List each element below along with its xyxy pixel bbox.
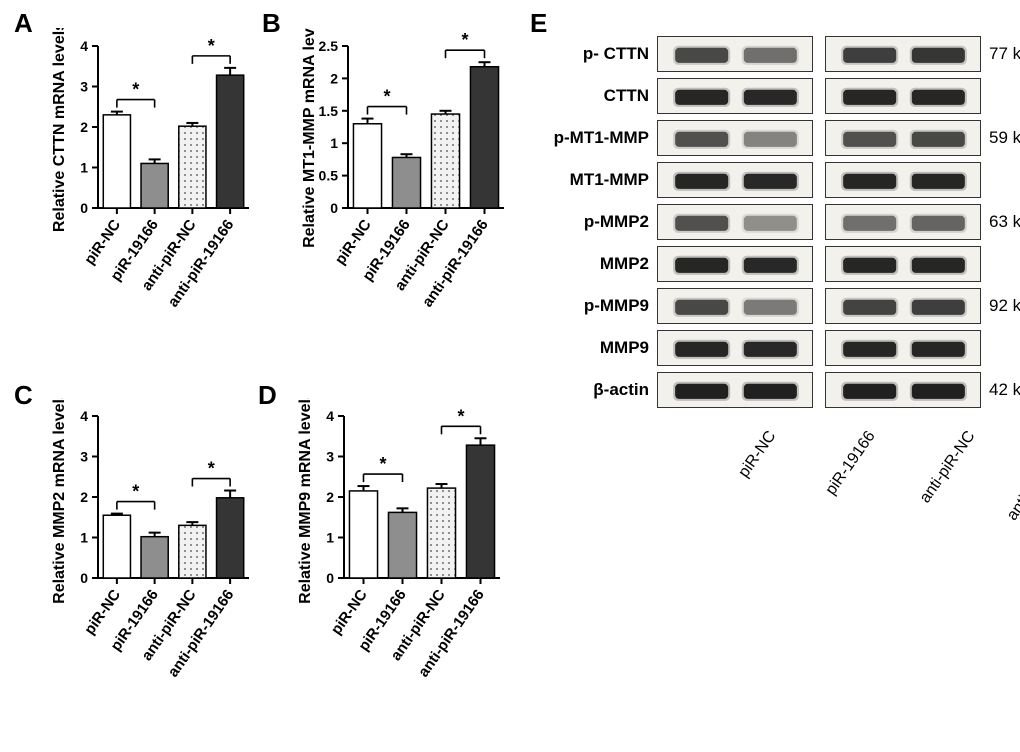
bar [431,114,459,208]
blot-size-label: 42 kDa [989,380,1020,400]
blot-cell [825,78,981,114]
svg-text:3: 3 [326,449,334,465]
bar [141,163,168,208]
svg-text:2: 2 [80,489,88,505]
svg-text:4: 4 [80,38,88,54]
bar [470,67,498,208]
chart-cttn: Relative CTTN mRNA levels01234piR-NCpiR-… [50,28,255,358]
bar [217,498,244,578]
svg-text:*: * [208,459,215,479]
bar [103,515,130,578]
svg-text:*: * [461,30,468,50]
bar [103,115,130,208]
blot-row-label: p-MT1-MMP [545,128,649,148]
bar [353,124,381,208]
bar [179,525,206,578]
blot-cell [657,162,813,198]
blot-cell [657,78,813,114]
svg-text:0.5: 0.5 [319,168,339,184]
blot-row-label: p- CTTN [545,44,649,64]
blot-row-label: p-MMP2 [545,212,649,232]
chart-mmp9: Relative MMP9 mRNA levels01234piR-NCpiR-… [296,398,506,728]
svg-text:*: * [379,454,386,474]
svg-text:*: * [132,80,139,100]
svg-text:1.5: 1.5 [319,103,339,119]
blot-cell [825,246,981,282]
svg-text:1: 1 [80,160,88,176]
svg-text:2: 2 [80,119,88,135]
svg-text:Relative MT1-MMP mRNA levels: Relative MT1-MMP mRNA levels [301,28,318,248]
figure-root: A B C D E Relative CTTN mRNA levels 0 1 2 3 4… [0,0,1020,752]
blot-lane-label: piR-NC [736,428,781,481]
blot-row-label: MMP2 [545,254,649,274]
blot-size-label: 77 kDa [989,44,1020,64]
blot-row-label: MMP9 [545,338,649,358]
svg-text:3: 3 [80,449,88,465]
panel-label-a: A [14,8,33,39]
bar [217,75,244,208]
western-blot-panel: p- CTTN 77 kDa CTTN [545,36,1020,578]
svg-text:4: 4 [80,408,88,424]
blot-lane-label: anti-piR-NC [917,428,980,507]
blot-lane-label: piR-19166 [823,428,880,499]
svg-text:Relative MMP2 mRNA levels: Relative MMP2 mRNA levels [51,398,68,604]
blot-size-label: 63 kDa [989,212,1020,232]
blot-cell [657,36,813,72]
blot-cell [657,204,813,240]
bar [388,512,416,578]
svg-text:3: 3 [80,79,88,95]
blot-cell [825,330,981,366]
panel-label-e: E [530,8,547,39]
svg-text:0: 0 [80,200,88,216]
blot-cell [825,204,981,240]
svg-text:1: 1 [330,135,338,151]
bar [466,445,494,578]
blot-cell [825,372,981,408]
svg-text:2: 2 [326,489,334,505]
svg-text:1: 1 [80,530,88,546]
svg-text:2: 2 [330,70,338,86]
bar [427,488,455,578]
bar [179,126,206,208]
svg-text:2.5: 2.5 [319,38,339,54]
blot-cell [657,288,813,324]
chart-mt1-mmp: Relative MT1-MMP mRNA levels 0 0.5 1 1.5 2 2.5… [300,28,510,358]
blot-size-label: 92 kDa [989,296,1020,316]
svg-text:0: 0 [326,570,334,586]
svg-text:*: * [132,482,139,502]
blot-cell [657,372,813,408]
svg-text:*: * [383,87,390,107]
bar [392,157,420,208]
blot-cell [825,120,981,156]
bar [349,491,377,578]
svg-text:0: 0 [330,200,338,216]
svg-text:1: 1 [326,530,334,546]
blot-row-label: β-actin [545,380,649,400]
svg-text:Relative MMP9 mRNA levels: Relative MMP9 mRNA levels [297,398,314,604]
svg-text:*: * [457,406,464,426]
blot-row-label: CTTN [545,86,649,106]
bar [141,537,168,578]
blot-cell [657,330,813,366]
blot-row-label: MT1-MMP [545,170,649,190]
panel-label-b: B [262,8,281,39]
blot-cell [657,246,813,282]
blot-lane-label: anti-piR-19166 [1004,428,1020,524]
panel-label-d: D [258,380,277,411]
blot-cell [825,288,981,324]
chart-mmp2: Relative MMP2 mRNA levels01234piR-NCpiR-… [50,398,255,728]
blot-row-label: p-MMP9 [545,296,649,316]
blot-cell [657,120,813,156]
svg-text:0: 0 [80,570,88,586]
svg-text:4: 4 [326,408,334,424]
blot-size-label: 59 kDa [989,128,1020,148]
svg-text:*: * [208,36,215,56]
blot-cell [825,162,981,198]
blot-cell [825,36,981,72]
panel-label-c: C [14,380,33,411]
svg-text:Relative CTTN mRNA levels: Relative CTTN mRNA levels [51,28,68,232]
